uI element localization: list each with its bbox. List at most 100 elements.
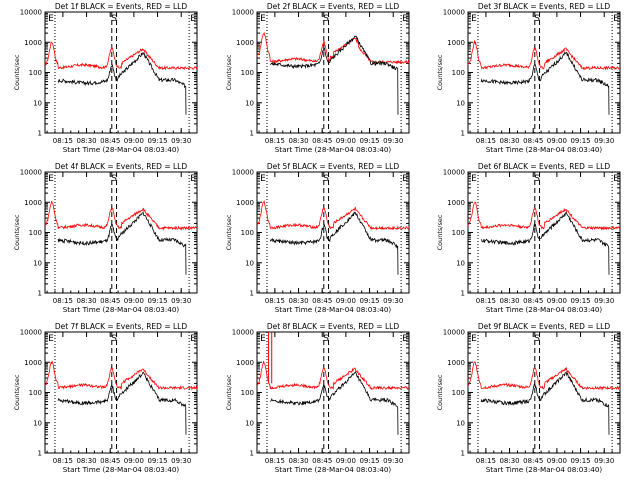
plot-panel: Det 8f BLACK = Events, RED = LLD 1 10 100 10… [225,322,410,474]
x-tick-label: 08:15 [476,137,496,145]
marker-label: S [534,334,540,344]
marker-label: E [48,14,54,24]
marker-label: E [190,334,196,344]
series-line-events [480,51,610,115]
x-tick-label: 08:45 [312,297,332,305]
marker-label: E [190,174,196,184]
marker-label: S [323,14,329,24]
marker-label: S [534,174,540,184]
plot-panel: Det 6f BLACK = Events, RED = LLD 1 10 100 10… [436,162,621,314]
y-axis-label: Counts/sec [436,54,444,90]
marker-label: E [402,14,408,24]
x-tick-label: 08:30 [499,457,519,465]
y-tick-label: 10000 [443,9,465,17]
plot-frame [44,11,198,134]
plot-frame [256,331,410,454]
x-tick-label: 09:30 [383,297,403,305]
y-tick-label: 100 [241,229,254,237]
plot-title: Det 4f BLACK = Events, RED = LLD [55,162,188,171]
y-tick-label: 100 [452,389,465,397]
x-tick-label: 08:15 [476,457,496,465]
series-line-lld [467,361,621,391]
y-tick-label: 100 [452,229,465,237]
x-tick-label: 09:30 [383,457,403,465]
marker-label: S [534,14,540,24]
marker-label: S [111,334,117,344]
y-axis-label: Counts/sec [225,214,233,250]
x-tick-label: 09:15 [359,297,379,305]
y-axis-label: Counts/sec [436,374,444,410]
y-tick-label: 10 [33,259,42,267]
y-axis-label: Counts/sec [225,54,233,90]
x-tick-label: 09:30 [383,137,403,145]
y-tick-label: 10 [33,99,42,107]
y-tick-label: 10 [456,419,465,427]
plot-frame [467,171,621,294]
x-tick-label: 09:30 [171,137,191,145]
x-tick-label: 09:15 [359,137,379,145]
marker-label: E [190,14,196,24]
y-tick-label: 1000 [24,39,42,47]
x-tick-label: 09:00 [124,137,144,145]
y-tick-label: 1 [38,450,42,458]
plot-title: Det 7f BLACK = Events, RED = LLD [55,322,188,331]
series-line-events [269,35,399,115]
y-tick-label: 1 [461,290,465,298]
x-tick-label: 08:45 [523,457,543,465]
y-tick-label: 1000 [236,39,254,47]
series-line-events [269,371,399,435]
y-tick-label: 10000 [20,329,42,337]
marker-label: E [613,174,619,184]
marker-label: S [323,174,329,184]
y-tick-label: 100 [29,69,42,77]
x-tick-label: 09:15 [147,457,167,465]
marker-label: E [613,334,619,344]
plot-title: Det 6f BLACK = Events, RED = LLD [478,162,611,171]
y-tick-label: 1000 [447,199,465,207]
series-line-events [269,211,399,275]
plot-panel: Det 7f BLACK = Events, RED = LLD 1 10 100 10… [13,322,198,474]
series-line-lld [256,360,409,391]
x-tick-label: 09:00 [336,297,356,305]
x-tick-label: 09:30 [594,297,614,305]
marker-label: E [260,334,266,344]
y-tick-label: 10000 [20,9,42,17]
x-axis-label: Start Time (28-Mar-04 08:03:40) [486,145,603,154]
x-tick-label: 08:30 [499,297,519,305]
x-tick-label: 09:15 [570,457,590,465]
marker-label: E [402,334,408,344]
x-tick-label: 09:15 [570,137,590,145]
y-tick-label: 1 [250,450,254,458]
x-axis-label: Start Time (28-Mar-04 08:03:40) [63,465,180,474]
x-tick-label: 08:30 [288,457,308,465]
plot-title: Det 5f BLACK = Events, RED = LLD [267,162,400,171]
y-axis-label: Counts/sec [13,54,21,90]
x-tick-label: 08:45 [523,297,543,305]
marker-label: S [323,334,329,344]
x-tick-label: 08:15 [265,457,285,465]
y-tick-label: 10000 [20,169,42,177]
y-tick-label: 100 [241,69,254,77]
y-axis-label: Counts/sec [436,214,444,250]
y-tick-label: 100 [452,69,465,77]
series-line-lld [44,41,198,71]
x-tick-label: 09:15 [147,137,167,145]
plot-title: Det 1f BLACK = Events, RED = LLD [55,2,188,11]
x-tick-label: 08:45 [523,137,543,145]
x-tick-label: 08:30 [288,297,308,305]
y-tick-label: 1000 [24,199,42,207]
x-tick-label: 08:30 [76,297,96,305]
y-axis-label: Counts/sec [13,374,21,410]
x-tick-label: 09:00 [547,297,567,305]
y-tick-label: 1 [38,290,42,298]
x-tick-label: 08:15 [265,137,285,145]
series-line-events [480,211,610,275]
x-tick-label: 08:45 [100,457,120,465]
marker-label: E [471,174,477,184]
x-tick-label: 08:30 [288,137,308,145]
series-line-lld [256,200,410,231]
x-tick-label: 09:30 [171,457,191,465]
series-line-lld [44,200,198,231]
marker-label: E [471,334,477,344]
